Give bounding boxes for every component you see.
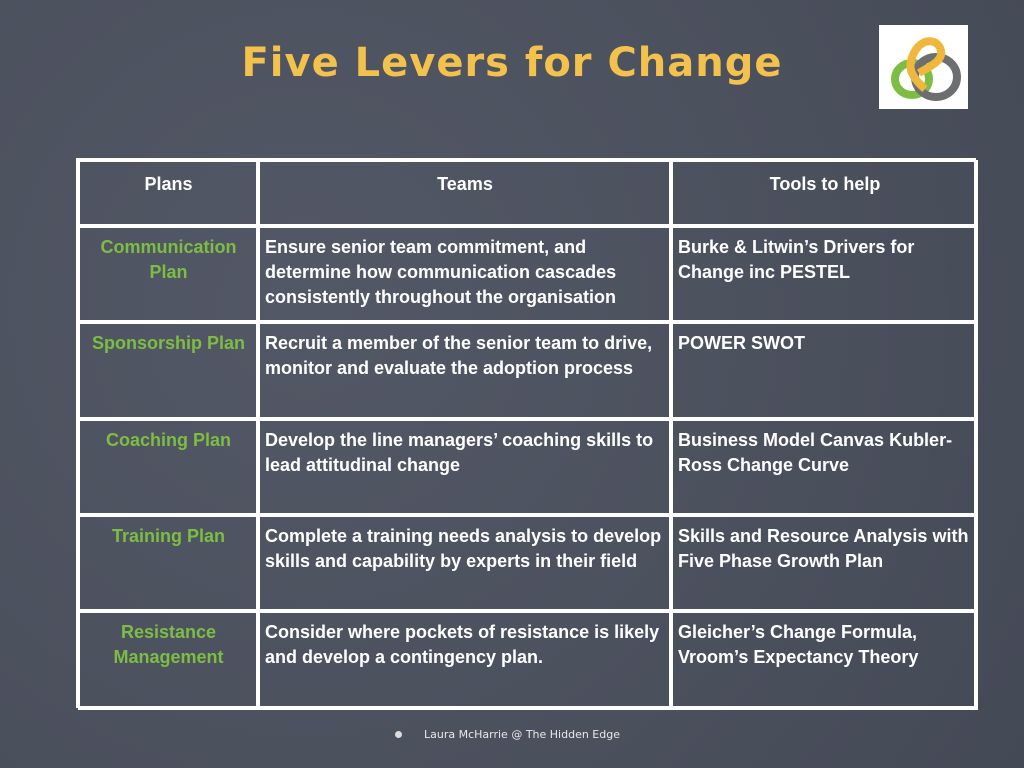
- tools-cell: Business Model Canvas Kubler-Ross Change…: [671, 419, 978, 515]
- header-tools: Tools to help: [671, 160, 978, 226]
- tools-cell: Skills and Resource Analysis with Five P…: [671, 515, 978, 611]
- plan-cell: Training Plan: [78, 515, 258, 611]
- tools-cell: Gleicher’s Change Formula, Vroom’s Expec…: [671, 611, 978, 710]
- plan-cell: Communication Plan: [78, 226, 258, 322]
- teams-cell: Consider where pockets of resistance is …: [258, 611, 671, 710]
- footer: Laura McHarrie @ The Hidden Edge: [395, 728, 620, 741]
- tools-cell: Burke & Litwin’s Drivers for Change inc …: [671, 226, 978, 322]
- slide-title: Five Levers for Change: [241, 40, 783, 86]
- header-teams: Teams: [258, 160, 671, 226]
- teams-cell: Complete a training needs analysis to de…: [258, 515, 671, 611]
- header-plans: Plans: [78, 160, 258, 226]
- plan-cell: Sponsorship Plan: [78, 322, 258, 419]
- levers-table: Plans Teams Tools to help Communication …: [76, 158, 978, 710]
- interlocking-rings-icon: [891, 37, 961, 101]
- footer-text: Laura McHarrie @ The Hidden Edge: [424, 728, 620, 741]
- plan-cell: Coaching Plan: [78, 419, 258, 515]
- teams-cell: Recruit a member of the senior team to d…: [258, 322, 671, 419]
- logo: [879, 25, 968, 109]
- teams-cell: Develop the line managers’ coaching skil…: [258, 419, 671, 515]
- tools-cell: POWER SWOT: [671, 322, 978, 419]
- plan-cell: Resistance Management: [78, 611, 258, 710]
- footer-bullet-icon: [395, 731, 402, 738]
- teams-cell: Ensure senior team commitment, and deter…: [258, 226, 671, 322]
